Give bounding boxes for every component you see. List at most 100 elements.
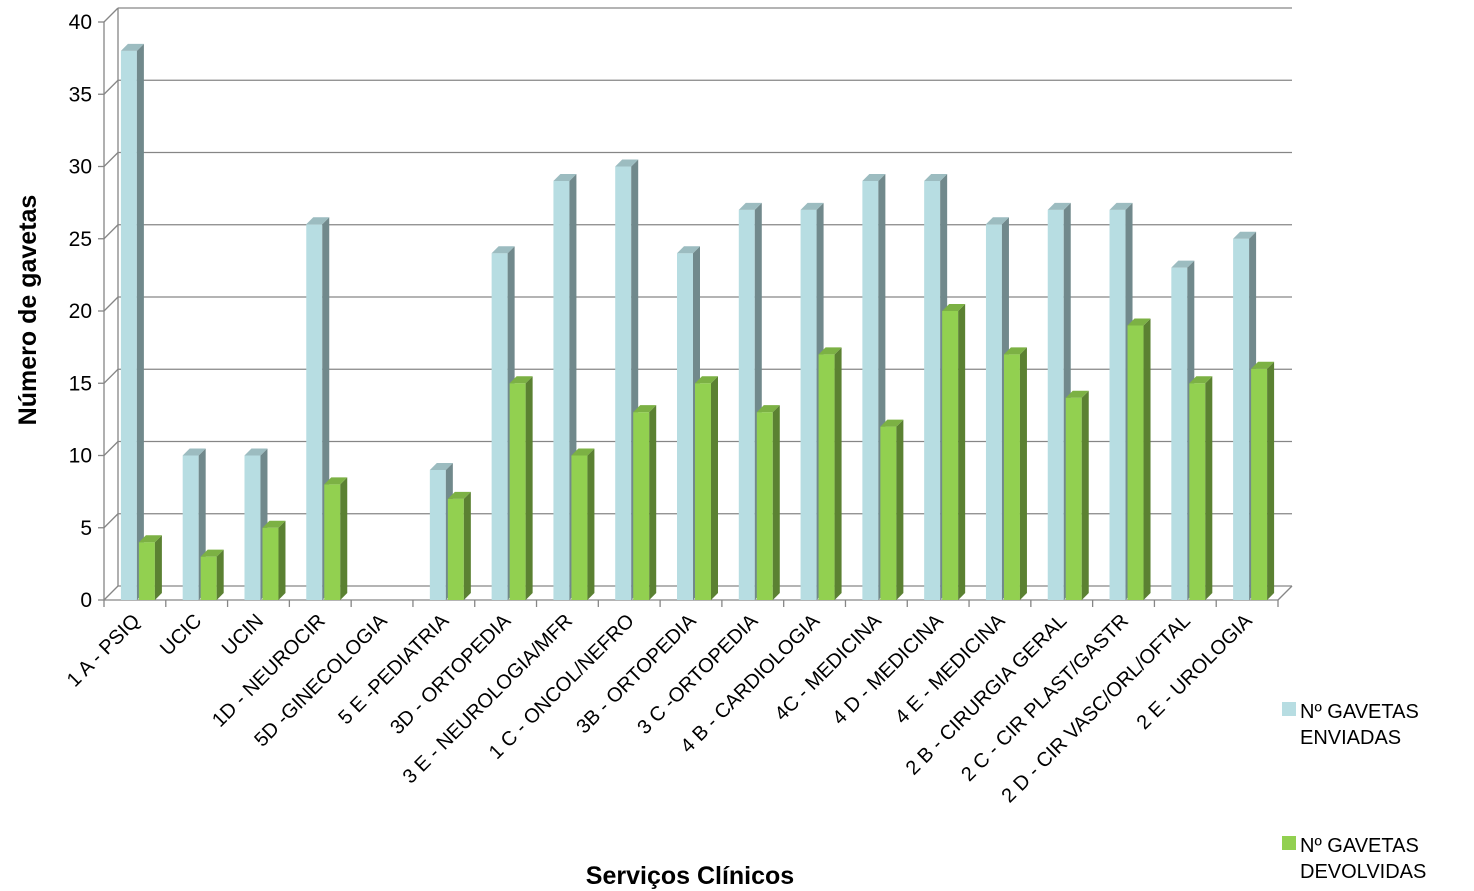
- bar-front: [571, 455, 588, 600]
- bar-top: [429, 462, 453, 470]
- bars: [120, 43, 1275, 601]
- y-tick-labels: 0 5 10 15 20 25 30 35 40: [69, 11, 92, 612]
- bar-top: [491, 246, 515, 254]
- x-tick-label: 5 E -PEDIATRIA: [334, 610, 453, 729]
- bar-side: [154, 535, 162, 600]
- bar-front: [324, 484, 341, 600]
- x-tick-label: 1 A - PSIQ: [63, 610, 145, 692]
- gridline-side: [103, 7, 119, 23]
- legend-swatch: [1282, 836, 1296, 850]
- bar-side: [340, 477, 348, 600]
- x-tick-label: 1D - NEUROCIR: [208, 610, 330, 732]
- x-tick-label: 4 D - MEDICINA: [828, 610, 948, 730]
- bar-front: [244, 455, 261, 600]
- bar-top: [800, 202, 824, 210]
- bar: [633, 405, 657, 600]
- bar: [120, 43, 144, 600]
- gridline-side: [103, 513, 119, 529]
- bar-front: [800, 209, 817, 600]
- bar-side: [1019, 347, 1027, 600]
- bar-front: [738, 209, 755, 600]
- bar-top: [509, 376, 533, 384]
- floor-edge: [1277, 585, 1293, 601]
- bar-top: [818, 347, 842, 355]
- bar-side: [525, 376, 533, 600]
- bar-side: [216, 549, 224, 600]
- bar-front: [1233, 238, 1250, 600]
- bar-side: [834, 347, 842, 600]
- bar: [306, 217, 330, 601]
- bar-top: [1127, 318, 1151, 326]
- bar: [695, 376, 718, 600]
- bar-side: [958, 304, 966, 600]
- gridlines: [98, 7, 1292, 601]
- bar-top: [120, 43, 144, 51]
- bar-front: [1127, 325, 1144, 600]
- bar-top: [756, 405, 780, 413]
- gridline-side: [103, 224, 119, 240]
- bar-side: [278, 520, 286, 600]
- bar-front: [138, 542, 155, 600]
- bar: [324, 477, 348, 600]
- bar-top: [324, 477, 348, 485]
- bar-front: [1047, 209, 1064, 600]
- bar-front: [491, 253, 508, 600]
- bar-side: [896, 419, 904, 600]
- bar-top: [1047, 202, 1071, 210]
- y-tick-label: 20: [69, 300, 92, 323]
- bar-front: [862, 180, 879, 600]
- bar-top: [244, 448, 268, 456]
- bar-top: [695, 376, 718, 384]
- bar-top: [138, 535, 162, 543]
- gridline-side: [103, 441, 119, 456]
- bar-front: [509, 383, 526, 600]
- gridline-side: [103, 585, 119, 601]
- bar: [818, 347, 842, 600]
- bar: [138, 535, 162, 600]
- legend-label: DEVOLVIDAS: [1300, 861, 1426, 883]
- bar-top: [200, 549, 224, 557]
- bar-front: [615, 166, 632, 600]
- bar-front: [818, 354, 835, 600]
- y-tick-label: 0: [80, 589, 92, 612]
- legend-label: ENVIADAS: [1300, 727, 1401, 749]
- bar-front: [756, 412, 773, 600]
- gridline-side: [103, 368, 119, 384]
- bar: [262, 520, 286, 600]
- bar-front: [120, 50, 137, 600]
- y-tick-label: 35: [69, 83, 92, 106]
- bar-front: [924, 180, 941, 600]
- bar-side: [1205, 376, 1213, 600]
- bar: [509, 376, 533, 600]
- bar: [880, 419, 904, 600]
- legend-label: Nº GAVETAS: [1300, 701, 1419, 723]
- bar-top: [677, 246, 700, 254]
- legend-label: Nº GAVETAS: [1300, 835, 1419, 857]
- bar-front: [633, 412, 650, 600]
- bar-top: [571, 448, 595, 456]
- bar-top: [985, 217, 1009, 225]
- y-axis-title: Número de gavetas: [14, 195, 42, 426]
- bar-front: [985, 224, 1002, 601]
- bar: [1189, 376, 1213, 600]
- bar-front: [1065, 397, 1082, 600]
- bar-front: [695, 383, 711, 600]
- bar-front: [1003, 354, 1020, 600]
- bar-front: [429, 469, 446, 600]
- bar-front: [447, 498, 464, 600]
- bar-front: [1189, 383, 1206, 600]
- bar-front: [677, 253, 693, 600]
- bar-top: [1171, 260, 1195, 268]
- bar-front: [942, 311, 959, 600]
- bar-side: [1081, 390, 1089, 600]
- bar-side: [463, 491, 471, 600]
- bar-top: [615, 159, 639, 167]
- bar-front: [200, 556, 217, 600]
- bar: [200, 549, 224, 600]
- bar-top: [924, 173, 948, 181]
- bar-top: [633, 405, 657, 413]
- bar-side: [1143, 318, 1151, 600]
- bar-side: [136, 43, 144, 600]
- y-tick-label: 40: [69, 11, 92, 34]
